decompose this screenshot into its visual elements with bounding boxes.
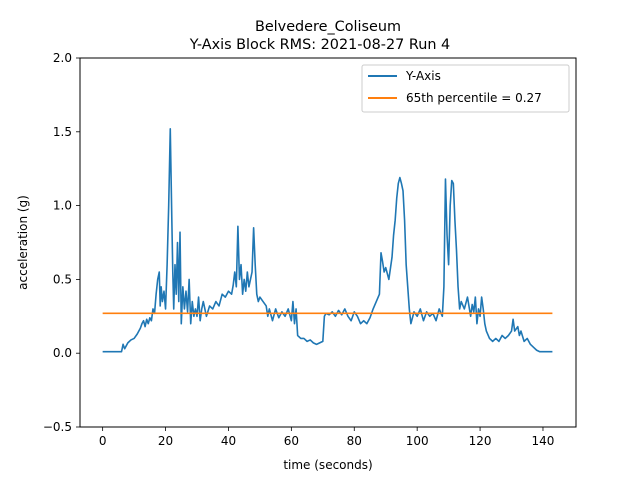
y-tick-label: 2.0 (53, 51, 72, 65)
x-tick-label: 120 (469, 434, 492, 448)
legend-label-percentile: 65th percentile = 0.27 (406, 91, 542, 105)
x-tick-label: 100 (406, 434, 429, 448)
chart-title: Belvedere_Coliseum (255, 19, 401, 35)
legend: Y-Axis 65th percentile = 0.27 (361, 64, 570, 113)
x-axis-label: time (seconds) (283, 458, 372, 472)
x-tick-label: 40 (221, 434, 236, 448)
series-line-y-axis (102, 128, 553, 353)
x-tick-label: 140 (532, 434, 555, 448)
x-tick-label: 60 (284, 434, 299, 448)
y-tick-label: 1.0 (53, 199, 72, 213)
x-tick-label: 0 (99, 434, 107, 448)
y-tick-label: 0.5 (53, 272, 72, 286)
chart-subtitle: Y-Axis Block RMS: 2021-08-27 Run 4 (189, 37, 450, 53)
y-tick-label: 0.0 (53, 346, 72, 360)
y-axis-label: acceleration (g) (16, 195, 30, 290)
x-tick-label: 80 (347, 434, 362, 448)
legend-box (361, 64, 570, 113)
axes-frame (79, 57, 577, 428)
y-tick-label: −0.5 (43, 420, 72, 434)
y-tick-label: 1.5 (53, 125, 72, 139)
legend-label-y-axis: Y-Axis (405, 69, 441, 83)
x-tick-label: 20 (158, 434, 173, 448)
plot-area (80, 58, 576, 427)
